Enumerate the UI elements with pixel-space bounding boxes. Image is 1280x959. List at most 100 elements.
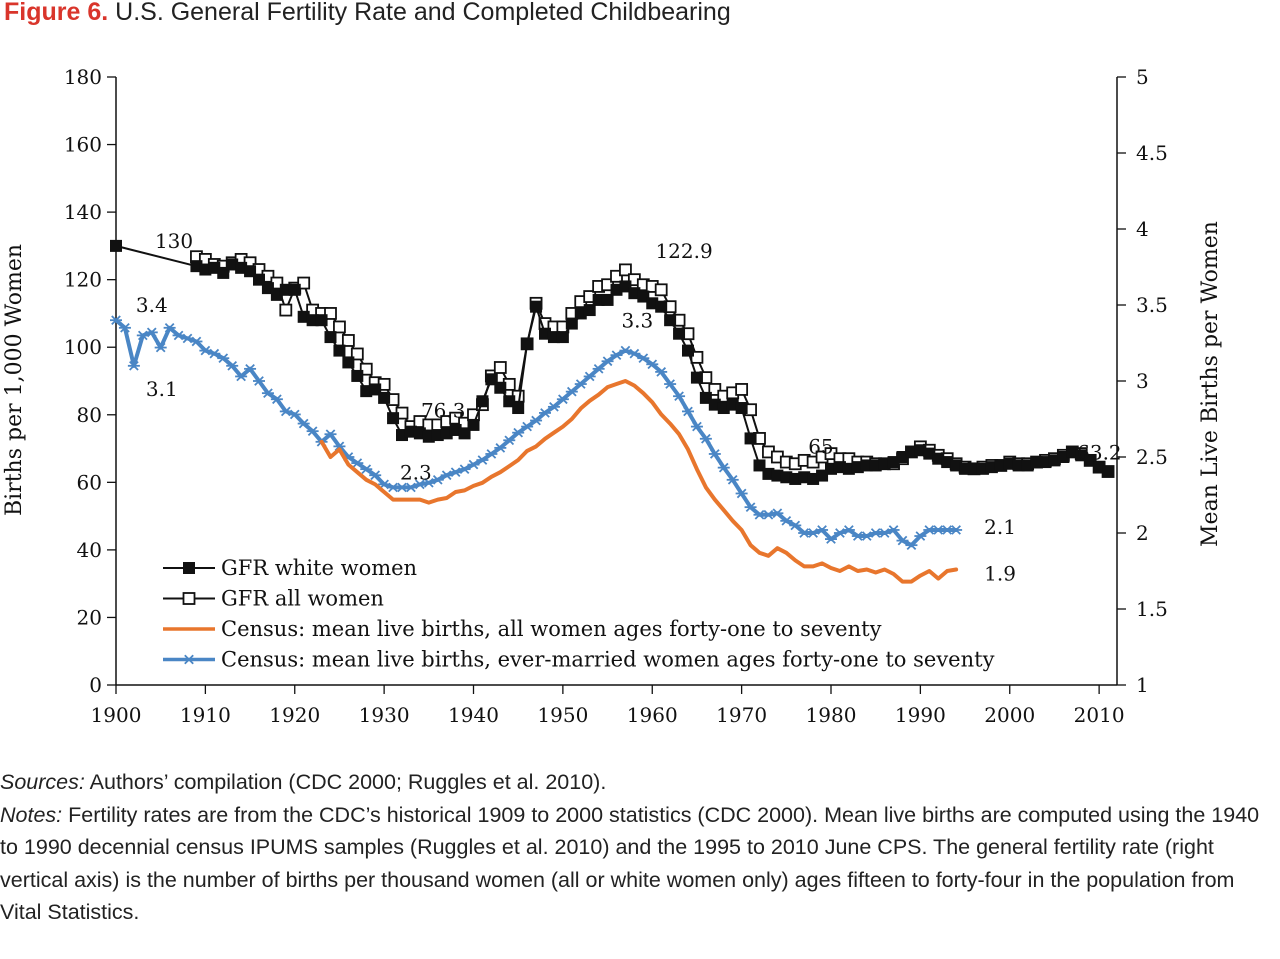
marker-stroke — [638, 353, 649, 364]
data-point-census-married — [485, 449, 498, 459]
marker-stroke — [772, 508, 783, 519]
data-point-census-married — [521, 421, 534, 432]
marker-stroke — [415, 479, 425, 490]
series-line-census-all — [319, 379, 959, 584]
legend-entry-gfr-all: GFR all women — [163, 587, 384, 611]
data-point-census-married — [762, 509, 775, 520]
data-point-census-married — [226, 360, 239, 371]
data-label-3-4: 3.4 — [136, 293, 168, 317]
series-line-census-married — [114, 318, 959, 548]
marker-stroke — [423, 478, 434, 488]
data-point-census-married — [789, 520, 802, 531]
data-point-census-married — [253, 376, 265, 386]
data-point-gfr-all — [735, 383, 749, 396]
data-point-gfr-all — [690, 350, 704, 364]
data-point-census-married — [458, 464, 471, 474]
marker-stroke — [799, 528, 810, 538]
data-point-census-married — [905, 540, 918, 550]
marker-stroke — [450, 467, 461, 478]
data-point-census-married — [771, 508, 784, 519]
data-point-gfr-all — [341, 334, 355, 347]
data-point-census-married — [154, 342, 167, 353]
marker-stroke — [888, 525, 899, 535]
notes-text: Fertility rates are from the CDC’s histo… — [0, 802, 1260, 925]
marker-stroke — [289, 409, 300, 420]
data-point-census-married — [565, 386, 578, 397]
marker-stroke — [718, 462, 729, 473]
marker-stroke — [861, 531, 872, 541]
data-point-census-married — [476, 455, 489, 465]
data-point-gfr-all — [279, 303, 293, 317]
data-point-gfr-all — [610, 269, 623, 283]
data-label-3-1: 3.1 — [146, 377, 178, 401]
data-point-gfr-white — [512, 402, 525, 415]
data-point-gfr-white — [342, 356, 355, 369]
marker-stroke — [701, 433, 711, 444]
data-point-census-married — [556, 394, 569, 405]
data-point-census-married — [467, 459, 480, 470]
data-point-census-married — [610, 350, 623, 360]
sources-text: Authors’ compilation (CDC 2000; Ruggles … — [84, 770, 607, 794]
marker-stroke — [790, 520, 801, 531]
data-point-census-married — [413, 479, 426, 490]
marker-stroke — [182, 333, 193, 344]
data-point-census-married — [878, 528, 891, 538]
marker-stroke — [665, 379, 675, 389]
data-point-census-married — [297, 418, 310, 429]
marker-stroke — [584, 371, 595, 382]
marker-stroke — [602, 356, 613, 367]
data-point-gfr-white — [682, 344, 694, 357]
notes-paragraph: Notes: Fertility rates are from the CDC’… — [0, 799, 1280, 929]
data-point-census-married — [351, 458, 364, 468]
marker-stroke — [754, 509, 765, 520]
marker-stroke — [674, 391, 684, 402]
marker-stroke — [254, 376, 264, 386]
legend-entry-census-all: Census: mean live births, all women ages… — [163, 617, 882, 641]
series-census-married — [110, 315, 963, 550]
data-point-census-married — [306, 426, 319, 436]
data-point-census-married — [145, 327, 158, 338]
data-label-2-1: 2.1 — [984, 515, 1016, 539]
sources-line: Sources: Authors’ compilation (CDC 2000;… — [0, 766, 1280, 799]
data-point-gfr-white — [378, 391, 391, 404]
marker-stroke — [808, 528, 818, 538]
marker-stroke — [933, 525, 944, 535]
data-point-gfr-all — [297, 276, 311, 290]
data-point-census-married — [404, 482, 417, 493]
marker-stroke — [727, 474, 738, 485]
data-point-census-married — [592, 364, 605, 374]
data-point-census-married — [816, 525, 829, 535]
y-left-tick-label: 180 — [64, 65, 102, 89]
y-left-tick-label: 100 — [64, 335, 102, 359]
x-tick-label: 1980 — [806, 703, 857, 727]
marker-stroke — [397, 482, 407, 493]
data-point-census-married — [181, 333, 194, 344]
y-left-tick-label: 80 — [77, 403, 102, 427]
legend-label: Census: mean live births, all women ages… — [221, 617, 882, 641]
marker-stroke — [361, 464, 372, 474]
marker-stroke — [184, 654, 194, 665]
x-tick-label: 1930 — [359, 703, 410, 727]
data-point-census-married — [163, 322, 176, 333]
data-point-census-married — [449, 467, 462, 478]
marker-stroke — [236, 371, 246, 382]
marker-stroke — [629, 348, 640, 359]
data-point-gfr-white — [565, 317, 578, 330]
data-point-census-married — [288, 409, 301, 420]
marker-stroke — [611, 350, 622, 360]
marker-stroke — [441, 470, 452, 481]
y-left-tick-label: 120 — [64, 268, 102, 292]
marker-stroke — [656, 367, 667, 377]
marker-stroke — [191, 336, 202, 347]
data-point-gfr-white — [494, 381, 507, 394]
data-point-census-married — [360, 464, 373, 474]
marker-stroke — [951, 525, 961, 535]
series-census-all — [319, 379, 959, 584]
chart-axes: 0 20 40 60 80 100 120 140 160 180 1 1.5 2 2.5 3 3.5 4 4.5… — [64, 65, 1168, 727]
marker-stroke — [566, 386, 577, 397]
data-point-census-married — [431, 474, 444, 485]
marker-stroke — [155, 342, 166, 353]
marker-stroke — [164, 322, 175, 333]
notes-label: Notes: — [0, 802, 63, 827]
y-right-tick-label: 5 — [1136, 65, 1149, 89]
